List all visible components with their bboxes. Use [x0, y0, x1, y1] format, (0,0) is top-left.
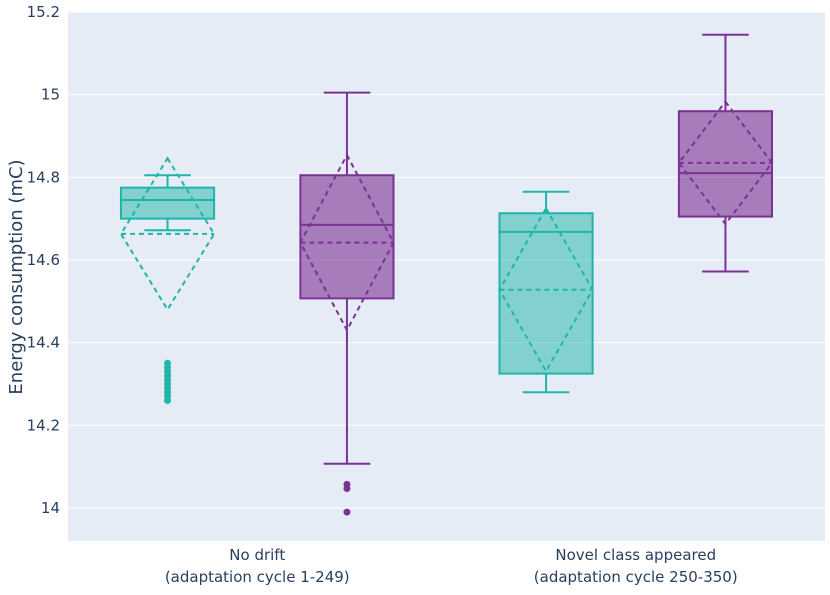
- outlier-point: [343, 508, 351, 516]
- boxes-layer: [119, 33, 774, 516]
- x-category-sublabel: (adaptation cycle 1-249): [165, 568, 350, 586]
- y-axis-ticks: 14 14.2 14.4 14.6 14.8 15 15.2: [27, 3, 60, 517]
- y-tick-label: 14.8: [27, 168, 60, 186]
- box-group: [299, 91, 395, 516]
- x-category-sublabel: (adaptation cycle 250-350): [534, 568, 738, 586]
- outlier-point: [164, 359, 172, 367]
- sd-diamond: [299, 152, 395, 333]
- grid-lines: [68, 11, 825, 509]
- box-group: [119, 156, 216, 404]
- x-category-label: Novel class appeared: [555, 546, 716, 564]
- y-axis-label: Energy consumption (mC): [6, 159, 27, 394]
- x-axis-categories: No drift (adaptation cycle 1-249) Novel cl…: [165, 546, 738, 586]
- y-tick-label: 14.4: [27, 334, 60, 352]
- box-group: [498, 190, 594, 394]
- box-iqr: [498, 212, 594, 375]
- outlier-point: [343, 485, 351, 493]
- y-tick-label: 15: [41, 86, 60, 104]
- box-iqr: [299, 174, 395, 300]
- box-iqr: [119, 186, 216, 220]
- box-group: [677, 33, 774, 273]
- plot-area: [68, 12, 825, 541]
- y-tick-label: 15.2: [27, 3, 60, 21]
- x-category-label: No drift: [229, 546, 285, 564]
- y-tick-label: 14.6: [27, 251, 60, 269]
- box-iqr: [677, 110, 774, 218]
- y-tick-label: 14: [41, 499, 60, 517]
- y-tick-label: 14.2: [27, 416, 60, 434]
- sd-diamond: [677, 100, 774, 226]
